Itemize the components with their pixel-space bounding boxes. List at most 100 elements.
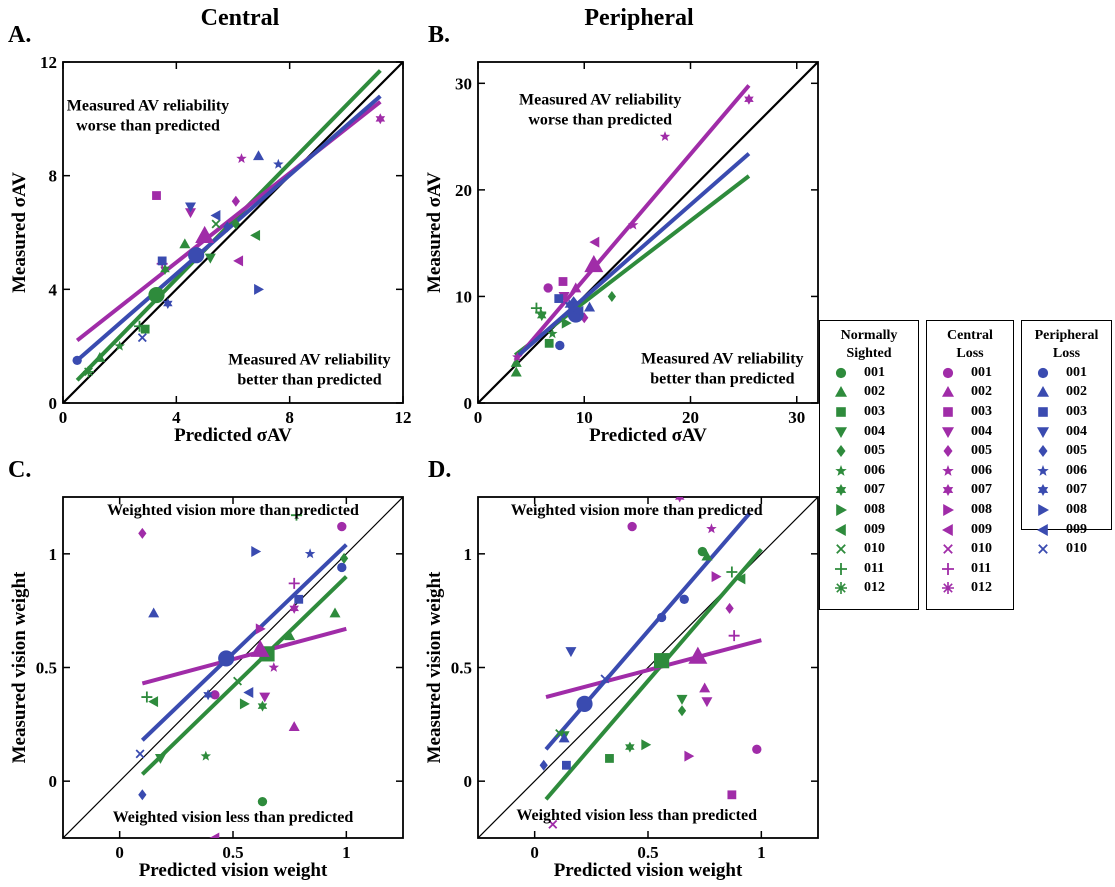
legend-marker-svg (1037, 464, 1049, 476)
point-pl-square (157, 256, 167, 266)
point-cl-triangle-up (688, 646, 708, 664)
y-tick-label: 0.5 (451, 659, 472, 678)
point-cl-star5 (706, 523, 717, 534)
legend-title: Central Loss (927, 321, 1013, 363)
point-ns-triangle-down (154, 754, 166, 764)
legend-marker-asterisk (942, 582, 954, 595)
y-tick-label: 0 (464, 772, 473, 791)
plot-area (63, 62, 403, 403)
point-pl-x (137, 333, 147, 343)
legend-label: 009 (864, 521, 885, 537)
legend-marker-plus (942, 562, 954, 575)
point-pl-x (135, 749, 145, 759)
legend-marker-diamond (836, 445, 846, 458)
legend-marker-svg (835, 464, 847, 476)
identity-line (63, 497, 403, 838)
point-ns-star5 (547, 328, 558, 339)
legend-label: 008 (864, 501, 885, 517)
plot-area (478, 62, 818, 403)
legend-item: 001 (927, 363, 1013, 383)
legend-marker-svg (835, 562, 847, 575)
point-cl-triangle-up (699, 682, 711, 693)
legend-marker-circle (942, 367, 954, 378)
point-ns-triangle-right (561, 317, 572, 329)
point-ns-triangle-up (94, 352, 106, 362)
legend-label: 009 (1066, 521, 1087, 537)
legend-label: 011 (971, 560, 992, 576)
legend-label: 012 (864, 580, 885, 596)
x-tick-label: 10 (576, 408, 593, 427)
legend-item: 008 (820, 500, 918, 520)
point-pl-circle (188, 247, 205, 264)
point-ns-star6 (537, 310, 547, 322)
point-ns-triangle-up (284, 630, 296, 641)
point-ns-triangle-down (676, 694, 688, 705)
x-tick-label: 20 (682, 408, 699, 427)
legend-title-line: Sighted (846, 346, 892, 361)
point-cl-triangle-up (250, 639, 270, 657)
legend-item: 005 (820, 441, 918, 461)
legend-item: 012 (927, 579, 1013, 599)
y-axis-label: Measured σAV (424, 172, 445, 293)
legend-title: Normally Sighted (820, 321, 918, 363)
legend-item: 003 (820, 402, 918, 422)
legend-item: 010 (927, 539, 1013, 559)
legend-label: 003 (1066, 403, 1087, 419)
point-cl-star5 (268, 662, 279, 672)
legend-marker-square (943, 407, 953, 417)
legend-item: 007 (927, 481, 1013, 501)
legend-item: 004 (927, 422, 1013, 442)
legend-item: 009 (820, 520, 918, 540)
point-pl-star5 (273, 158, 284, 169)
point-cl-star6 (375, 113, 386, 125)
legend-item: 009 (927, 520, 1013, 540)
annotation-text: Measured AV reliability (641, 351, 803, 368)
point-ns-square (544, 338, 554, 348)
legend-marker-svg (835, 523, 846, 536)
y-tick-label: 10 (455, 287, 472, 306)
y-tick-label: 8 (49, 167, 58, 186)
legend-label: 010 (1066, 541, 1087, 557)
legend-marker-diamond (1038, 445, 1048, 458)
legend-marker-svg (836, 544, 846, 554)
legend-label: 005 (1066, 443, 1087, 459)
point-ns-square (140, 324, 150, 334)
legend-marker-x (943, 544, 953, 554)
point-ns-triangle-up (510, 366, 522, 377)
point-pl-triangle-up (584, 301, 596, 312)
x-axis-label: Predicted vision weight (139, 860, 328, 881)
legend-marker-square (1038, 407, 1048, 417)
legend-item: 002 (820, 383, 918, 403)
point-cl-triangle-up (288, 721, 300, 732)
legend-label: 004 (1066, 423, 1087, 439)
point-cl-star6 (744, 93, 754, 105)
point-pl-triangle-down (565, 647, 577, 658)
annotation-text: better than predicted (650, 371, 794, 388)
legend-marker-asterisk (835, 582, 847, 595)
y-tick-label: 1 (49, 545, 58, 564)
annotation-text: Weighted vision more than predicted (107, 502, 359, 519)
legend-item: 011 (927, 559, 1013, 579)
point-pl-star6 (163, 298, 173, 309)
annotation-text: Weighted vision more than predicted (511, 502, 763, 519)
x-tick-label: 0 (474, 408, 483, 427)
x-tick-label: 1 (757, 843, 766, 862)
point-cl-triangle-up (570, 282, 582, 293)
legend-item: 002 (927, 383, 1013, 403)
point-cl-triangle-right (255, 623, 266, 635)
point-cl-plus (728, 630, 740, 642)
point-pl-diamond (138, 789, 147, 801)
point-ns-asterisk (83, 366, 94, 378)
point-cl-star5 (627, 219, 639, 230)
x-tick-label: 0 (530, 843, 539, 862)
legend-marker-svg (942, 582, 954, 595)
legend-item: 010 (1022, 539, 1111, 559)
legend-marker-circle (835, 367, 847, 378)
point-pl-diamond (539, 759, 548, 771)
legend-label: 002 (864, 384, 885, 400)
legend-marker-plus (835, 562, 847, 575)
legend-label: 005 (864, 443, 885, 459)
legend-label: 002 (1066, 384, 1087, 400)
annotation-text: Weighted vision less than predicted (516, 807, 757, 824)
plot-frame (62, 61, 404, 404)
